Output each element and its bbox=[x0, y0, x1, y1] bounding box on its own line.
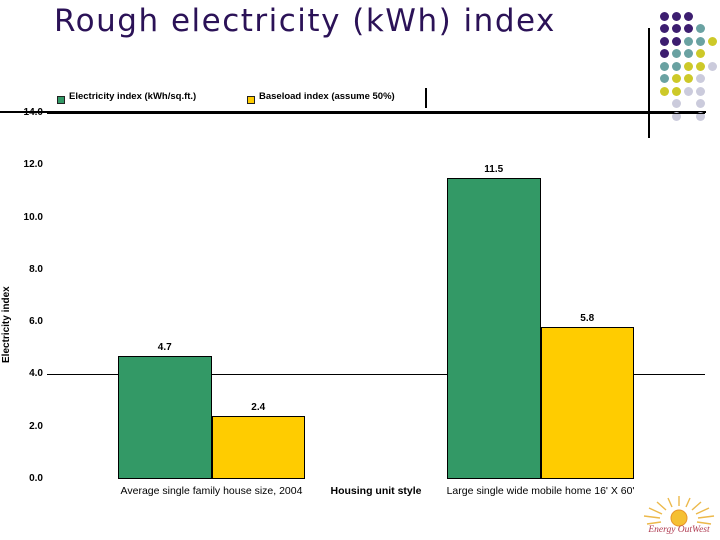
dot bbox=[707, 36, 717, 46]
dot bbox=[671, 74, 681, 83]
dot bbox=[659, 49, 669, 58]
dot bbox=[683, 11, 693, 21]
dot bbox=[659, 61, 669, 71]
bar-baseload-1 bbox=[540, 327, 634, 479]
x-category-label: Average single family house size, 2004 bbox=[120, 485, 303, 497]
dot bbox=[683, 24, 693, 33]
dot bbox=[683, 49, 693, 58]
dot bbox=[671, 61, 681, 71]
y-axis-tick-label: 4.0 bbox=[29, 368, 43, 380]
legend-end-tick bbox=[425, 88, 427, 108]
dot bbox=[671, 36, 681, 46]
dot bbox=[671, 86, 681, 96]
dot bbox=[659, 86, 669, 96]
dot bbox=[695, 36, 705, 46]
logo-text: Energy OutWest bbox=[647, 525, 710, 535]
dot bbox=[683, 36, 693, 46]
y-axis-tick-label: 0.0 bbox=[29, 473, 43, 484]
legend-swatch-baseload-index bbox=[247, 96, 255, 104]
corner-vertical-line bbox=[648, 28, 650, 138]
dot bbox=[671, 99, 681, 108]
legend-label-electricity-index: Electricity index (kWh/sq.ft.) bbox=[69, 91, 197, 102]
dot bbox=[659, 74, 669, 83]
bar-baseload-0 bbox=[211, 416, 305, 479]
sun-icon: Energy OutWest bbox=[643, 496, 715, 535]
y-axis-tick-label: 12.0 bbox=[23, 159, 43, 171]
y-axis-tick-label: 14.0 bbox=[23, 107, 43, 118]
legend-label-baseload-index: Baseload index (assume 50%) bbox=[259, 91, 395, 102]
dot bbox=[695, 49, 705, 58]
y-axis-tick-label: 2.0 bbox=[29, 420, 43, 432]
dot bbox=[695, 86, 705, 96]
dot bbox=[671, 24, 681, 33]
energy-outwest-logo: Energy OutWest bbox=[641, 494, 717, 538]
x-category-label: Large single wide mobile home 16' X 60' bbox=[446, 485, 635, 497]
dot bbox=[695, 24, 705, 33]
dot bbox=[695, 61, 705, 71]
y-axis-tick-label: 6.0 bbox=[29, 316, 43, 328]
dot bbox=[683, 74, 693, 83]
dot bbox=[659, 24, 669, 33]
bar-value-label: 11.5 bbox=[484, 164, 504, 176]
y-axis-tick-label: 10.0 bbox=[23, 211, 43, 223]
bar-electricity-0 bbox=[118, 356, 212, 479]
title-underline bbox=[0, 111, 706, 113]
gridline-4 bbox=[47, 374, 705, 376]
dot bbox=[671, 49, 681, 58]
dot bbox=[683, 61, 693, 71]
y-axis-tick-label: 8.0 bbox=[29, 263, 43, 275]
x-axis-title: Housing unit style bbox=[330, 485, 422, 497]
dot bbox=[695, 99, 705, 108]
gridline-14 bbox=[47, 113, 705, 114]
dot bbox=[683, 86, 693, 96]
page-title: Rough electricity (kWh) index bbox=[54, 3, 556, 39]
dot bbox=[671, 111, 681, 121]
dot bbox=[659, 36, 669, 46]
bar-value-label: 2.4 bbox=[251, 402, 266, 414]
bar-electricity-1 bbox=[447, 178, 541, 479]
dot bbox=[695, 111, 705, 121]
bar-value-label: 5.8 bbox=[580, 313, 595, 325]
dot bbox=[707, 61, 717, 71]
bar-value-label: 4.7 bbox=[157, 342, 172, 354]
dot bbox=[659, 11, 669, 21]
legend-swatch-electricity-index bbox=[57, 96, 65, 104]
dot bbox=[695, 74, 705, 83]
dot bbox=[671, 11, 681, 21]
